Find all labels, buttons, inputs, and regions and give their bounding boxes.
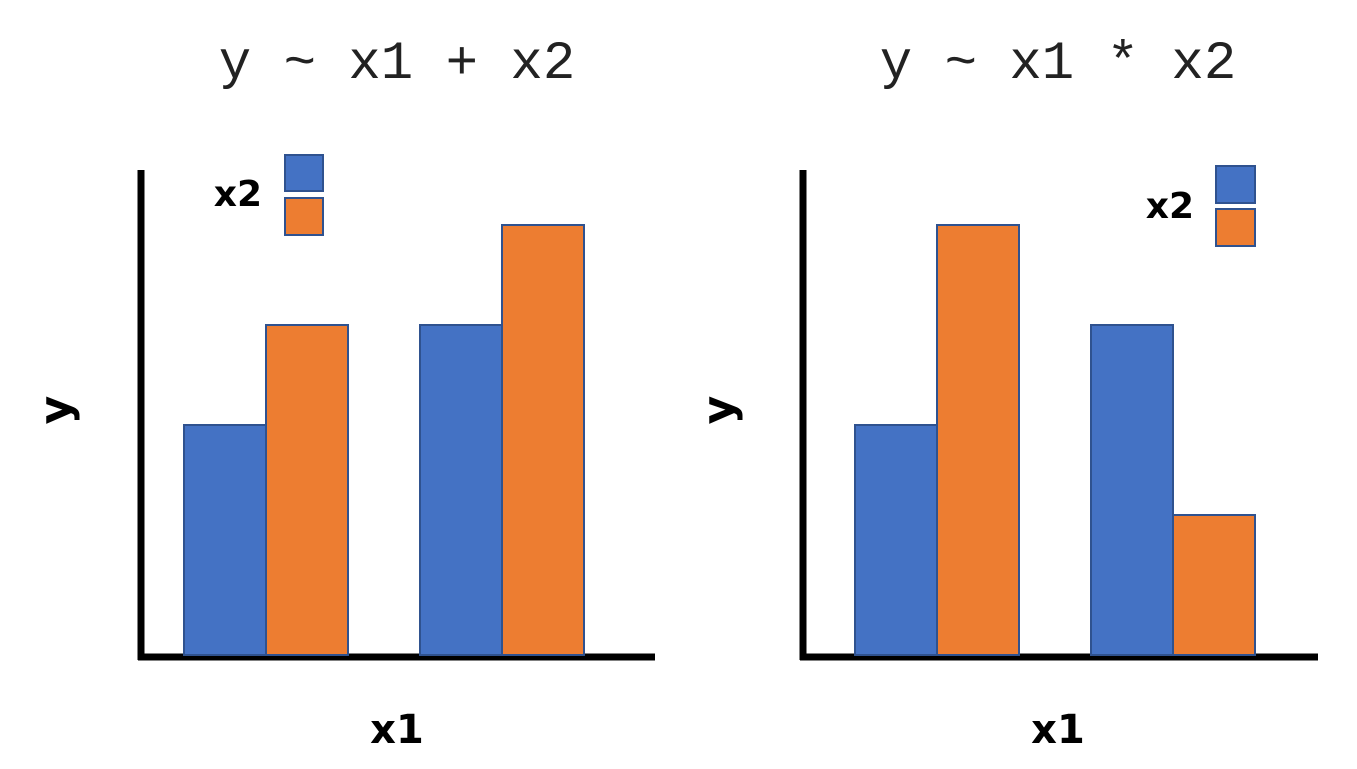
x-axis-label: x1 <box>370 707 424 753</box>
bar-orange-group-2 <box>501 224 585 656</box>
legend-title: x2 <box>1146 186 1194 227</box>
legend-title: x2 <box>214 174 262 215</box>
bar-blue-group-2 <box>419 324 503 656</box>
bar-orange-group-1 <box>265 324 349 656</box>
legend: x2 <box>1146 165 1256 247</box>
bar-blue-group-2 <box>1090 324 1174 656</box>
legend: x2 <box>214 154 324 236</box>
bar-blue-group-1 <box>183 424 267 656</box>
bar-orange-group-1 <box>936 224 1020 656</box>
chart-left: y ~ x1 + x2 y x1 x2 <box>30 34 655 753</box>
legend-swatch-blue <box>284 154 324 192</box>
chart-title: y ~ x1 + x2 <box>219 34 575 95</box>
chart-title: y ~ x1 * x2 <box>880 34 1236 95</box>
x-axis-label: x1 <box>1031 707 1085 753</box>
bar-blue-group-1 <box>854 424 938 656</box>
bar-group <box>183 224 585 656</box>
chart-right: y ~ x1 * x2 y x1 x2 <box>693 34 1318 753</box>
legend-swatch-orange <box>284 197 324 236</box>
legend-swatch-orange <box>1215 208 1256 247</box>
legend-swatch-blue <box>1215 165 1256 204</box>
y-axis-label: y <box>30 396 81 425</box>
y-axis-label: y <box>693 396 744 425</box>
bar-group <box>854 224 1256 656</box>
bar-orange-group-2 <box>1172 514 1256 656</box>
